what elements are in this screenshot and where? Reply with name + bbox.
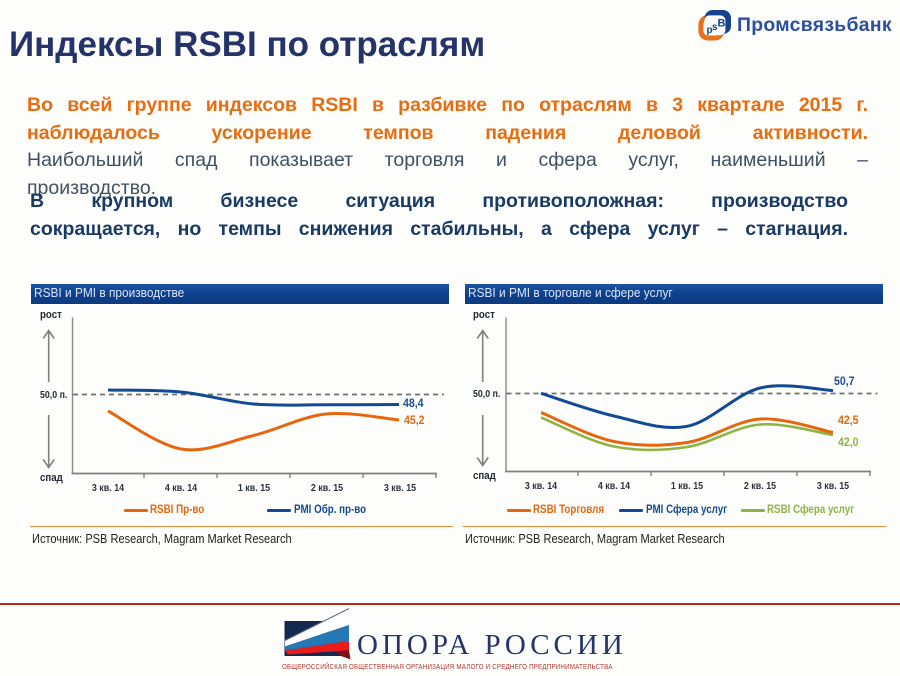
svg-text:p: p (707, 25, 713, 36)
svg-text:s: s (712, 22, 718, 33)
svg-text:B: B (718, 18, 726, 30)
